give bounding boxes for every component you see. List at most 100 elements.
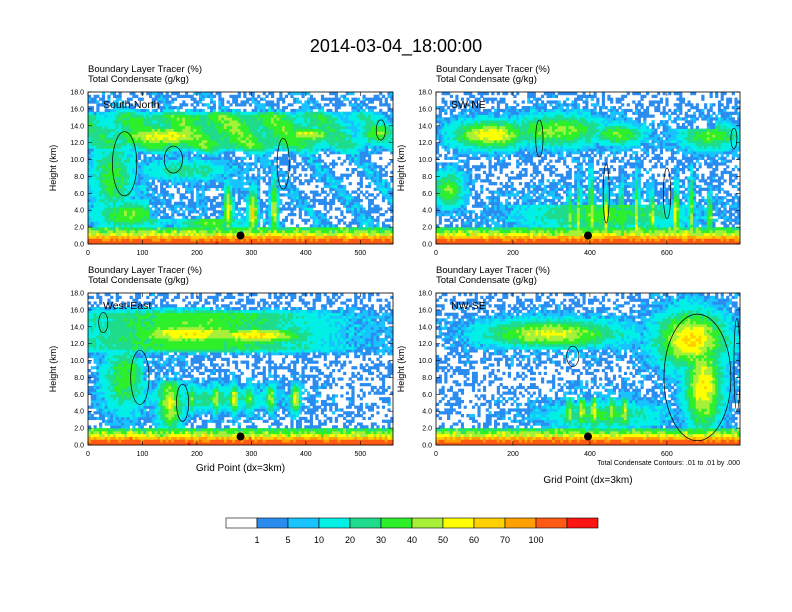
y-tick-label: 18.0	[70, 291, 84, 298]
x-tick-label: 500	[354, 250, 366, 257]
y-tick-label: 12.0	[418, 341, 432, 348]
y-tick-label: 12.0	[418, 140, 432, 147]
color-legend: 1 5 10 20 30 40 50 60 70 100	[226, 518, 598, 545]
location-marker	[237, 433, 245, 441]
legend-swatch	[350, 518, 381, 528]
y-tick-label: 16.0	[418, 307, 432, 314]
y-tick-label: 4.0	[74, 409, 84, 416]
y-tick-label: 18.0	[418, 291, 432, 298]
x-tick-label: 400	[584, 451, 596, 458]
legend-swatch	[381, 518, 412, 528]
legend-swatch	[288, 518, 319, 528]
legend-label: 10	[314, 535, 324, 545]
tracer-field	[88, 293, 393, 445]
panels: Boundary Layer Tracer (%)Total Condensat…	[48, 64, 740, 486]
panel-label: South-North	[103, 99, 160, 111]
panel-title-line2: Total Condensate (g/kg)	[436, 74, 537, 85]
y-tick-label: 6.0	[74, 191, 84, 198]
y-tick-label: 4.0	[74, 208, 84, 215]
y-tick-label: 10.0	[70, 358, 84, 365]
y-tick-label: 14.0	[70, 123, 84, 130]
x-axis-label: Grid Point (dx=3km)	[196, 463, 285, 474]
legend-swatch	[319, 518, 350, 528]
y-tick-label: 8.0	[74, 174, 84, 181]
y-tick-label: 10.0	[418, 157, 432, 164]
y-tick-label: 8.0	[74, 375, 84, 382]
x-tick-label: 200	[507, 250, 519, 257]
y-tick-label: 6.0	[422, 191, 432, 198]
legend-label: 30	[376, 535, 386, 545]
legend-swatch	[505, 518, 536, 528]
y-tick-label: 0.0	[74, 443, 84, 450]
x-tick-label: 500	[354, 451, 366, 458]
y-tick-label: 12.0	[70, 341, 84, 348]
panel-label: West-East	[103, 300, 151, 312]
y-axis-label: Height (km)	[48, 145, 58, 192]
legend-label: 100	[528, 535, 543, 545]
y-tick-label: 8.0	[422, 375, 432, 382]
legend-label: 1	[254, 535, 259, 545]
y-tick-label: 6.0	[74, 392, 84, 399]
y-tick-label: 6.0	[422, 392, 432, 399]
x-axis-label: Grid Point (dx=3km)	[543, 475, 632, 486]
y-axis-label: Height (km)	[48, 346, 58, 393]
y-tick-label: 14.0	[418, 123, 432, 130]
tracer-field	[88, 92, 393, 244]
legend-label: 20	[345, 535, 355, 545]
x-tick-label: 400	[300, 451, 312, 458]
legend-swatch	[257, 518, 288, 528]
y-tick-label: 16.0	[70, 106, 84, 113]
y-tick-label: 4.0	[422, 208, 432, 215]
y-tick-label: 2.0	[422, 426, 432, 433]
x-tick-label: 0	[86, 451, 90, 458]
y-tick-label: 12.0	[70, 140, 84, 147]
panel-title-line2: Total Condensate (g/kg)	[436, 275, 537, 286]
x-tick-label: 400	[300, 250, 312, 257]
figure: 2014-03-04_18:00:00 Boundary Layer Trace…	[0, 0, 792, 612]
location-marker	[237, 232, 245, 240]
y-tick-label: 16.0	[418, 106, 432, 113]
y-tick-label: 0.0	[74, 242, 84, 249]
legend-label: 40	[407, 535, 417, 545]
legend-swatch	[226, 518, 257, 528]
y-tick-label: 10.0	[418, 358, 432, 365]
legend-swatch	[443, 518, 474, 528]
legend-swatch	[412, 518, 443, 528]
panel-label: SW-NE	[451, 99, 486, 111]
y-tick-label: 14.0	[70, 324, 84, 331]
x-tick-label: 300	[246, 250, 258, 257]
y-tick-label: 8.0	[422, 174, 432, 181]
y-tick-label: 10.0	[70, 157, 84, 164]
y-tick-label: 4.0	[422, 409, 432, 416]
y-tick-label: 18.0	[70, 90, 84, 97]
x-tick-label: 100	[137, 250, 149, 257]
x-tick-label: 0	[434, 250, 438, 257]
panel-label: NW-SE	[451, 300, 486, 312]
tracer-field	[436, 293, 740, 445]
y-tick-label: 0.0	[422, 242, 432, 249]
main-title: 2014-03-04_18:00:00	[310, 36, 482, 57]
y-tick-label: 14.0	[418, 324, 432, 331]
panel-nw-se: Boundary Layer Tracer (%)Total Condensat…	[396, 265, 740, 486]
x-tick-label: 200	[191, 451, 203, 458]
legend-label: 70	[500, 535, 510, 545]
legend-swatch	[474, 518, 505, 528]
panel-sw-ne: Boundary Layer Tracer (%)Total Condensat…	[396, 64, 740, 257]
x-tick-label: 0	[434, 451, 438, 458]
y-axis-label: Height (km)	[396, 346, 406, 393]
x-tick-label: 100	[137, 451, 149, 458]
panel-title-line2: Total Condensate (g/kg)	[88, 275, 189, 286]
panel-south-north: Boundary Layer Tracer (%)Total Condensat…	[48, 64, 393, 257]
y-tick-label: 18.0	[418, 90, 432, 97]
x-tick-label: 0	[86, 250, 90, 257]
x-tick-label: 200	[507, 451, 519, 458]
panel-west-east: Boundary Layer Tracer (%)Total Condensat…	[48, 265, 393, 474]
panel-title-line2: Total Condensate (g/kg)	[88, 74, 189, 85]
x-tick-label: 600	[661, 451, 673, 458]
y-tick-label: 2.0	[422, 225, 432, 232]
legend-label: 5	[285, 535, 290, 545]
y-axis-label: Height (km)	[396, 145, 406, 192]
x-tick-label: 400	[584, 250, 596, 257]
y-tick-label: 2.0	[74, 426, 84, 433]
legend-label: 60	[469, 535, 479, 545]
